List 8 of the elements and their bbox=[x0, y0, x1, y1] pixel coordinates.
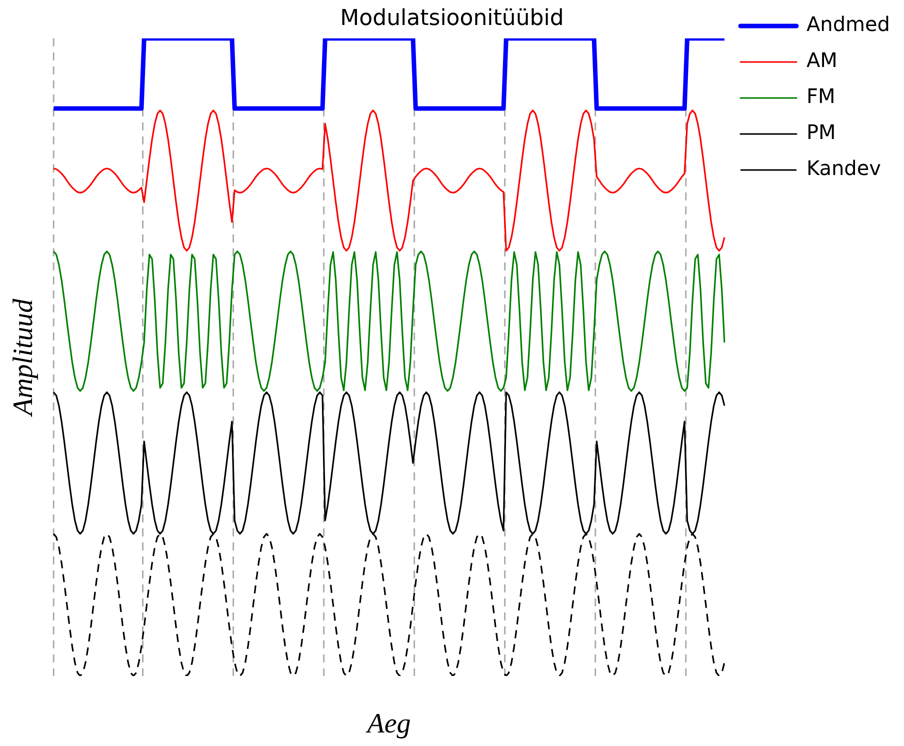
chart-title: Modulatsioonitüübid bbox=[340, 6, 564, 31]
legend-label: FM bbox=[806, 84, 836, 108]
y-axis-title: Amplituud bbox=[8, 298, 40, 418]
legend-label: Kandev bbox=[806, 156, 882, 180]
legend-label: AM bbox=[806, 48, 838, 72]
legend-label: PM bbox=[806, 120, 836, 144]
legend-label: Andmed bbox=[806, 12, 890, 36]
x-axis-title: Aeg bbox=[365, 708, 411, 740]
